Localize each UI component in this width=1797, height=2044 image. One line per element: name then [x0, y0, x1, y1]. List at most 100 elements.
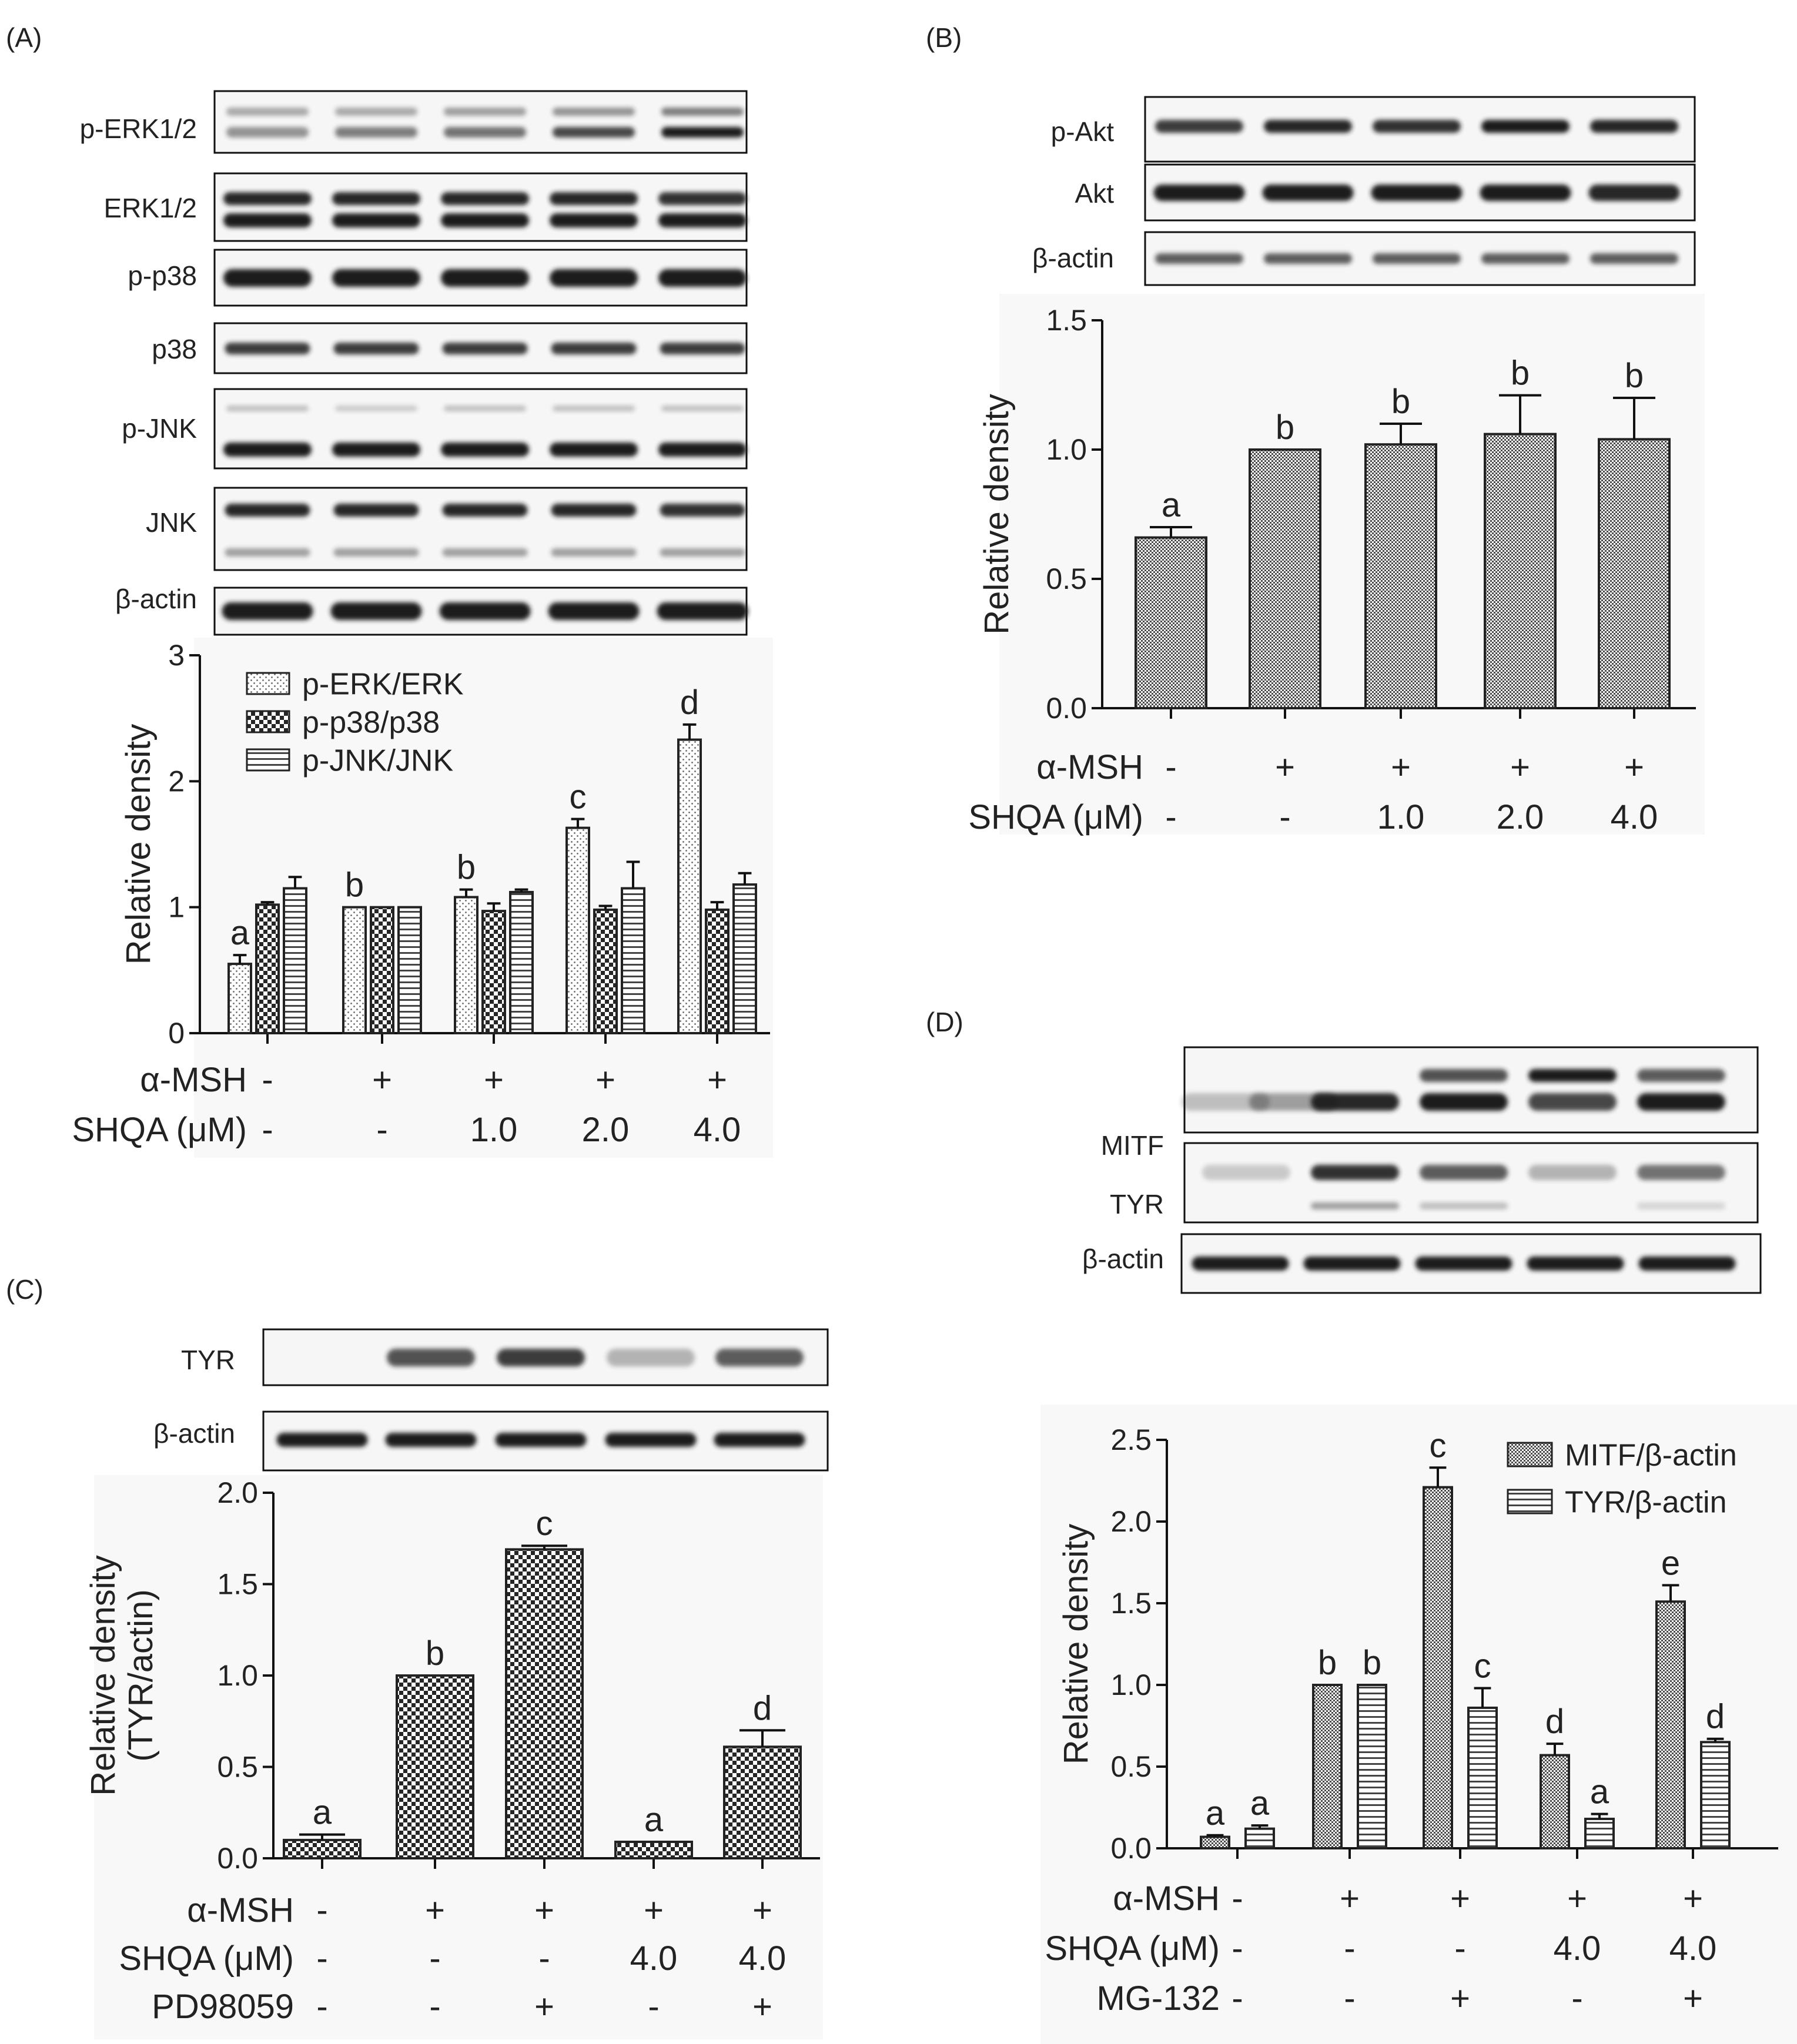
- condition-value: -: [316, 1939, 327, 1978]
- legend-swatch: [246, 710, 290, 733]
- p-erk-band-lower-lane-5: [661, 127, 744, 138]
- jnk-band-upper-lane-1: [225, 504, 310, 517]
- blot-label: TYR: [181, 1345, 235, 1375]
- beta-actin-band-a-lane-4: [548, 602, 640, 620]
- condition-value: 4.0: [739, 1939, 787, 1978]
- condition-value: -: [1454, 1929, 1465, 1968]
- condition-value: -: [1165, 798, 1176, 836]
- condition-value: -: [376, 1111, 387, 1149]
- p-erk-band-lower-lane-2: [335, 127, 417, 138]
- condition-value: +: [1340, 1879, 1360, 1918]
- tyr-band-c-lane-5: [715, 1349, 804, 1366]
- condition-value: 4.0: [1554, 1929, 1601, 1968]
- condition-value: +: [1450, 1979, 1470, 2018]
- panel-label-c: (C): [6, 1274, 43, 1305]
- condition-value: -: [538, 1939, 550, 1978]
- p-erk-band-upper-lane-5: [661, 108, 744, 116]
- mitf-band-upper-lane-3: [1420, 1069, 1508, 1082]
- condition-value: +: [595, 1061, 615, 1099]
- jnk-band-upper-lane-2: [333, 504, 419, 517]
- p-akt-band-lane-3: [1373, 120, 1461, 133]
- y-axis-label: Relative density: [978, 394, 1016, 634]
- p-jnk-band-upper-lane-2: [335, 406, 417, 411]
- beta-actin-band-c-lane-3: [495, 1433, 587, 1447]
- y-tick-label: 3: [168, 639, 185, 672]
- significance-letter: d: [1545, 1703, 1564, 1741]
- blot-box: [213, 172, 748, 242]
- p-p38-band-lane-5: [658, 269, 747, 287]
- mitf-band-lower-lane-6: [1637, 1093, 1725, 1111]
- erk-band-upper-lane-3: [441, 192, 529, 205]
- condition-value: +: [1510, 748, 1530, 786]
- p-p38-band-lane-1: [223, 269, 312, 287]
- condition-label: α-MSH: [1036, 748, 1143, 786]
- condition-label: SHQA (μM): [1045, 1929, 1220, 1968]
- p38-band-lane-1: [225, 343, 310, 354]
- blot-box: [213, 487, 748, 571]
- bar-p-p38-p38-5: [705, 908, 729, 1035]
- tyr-band-d-upper-lane-5: [1637, 1165, 1725, 1180]
- blot-label: β-actin: [115, 584, 197, 614]
- bar-tyr-actin-1: [283, 1838, 362, 1859]
- condition-value: +: [1683, 1879, 1703, 1918]
- panel-label-b: (B): [926, 22, 962, 53]
- y-tick-label: 2.5: [1110, 1423, 1152, 1456]
- mitf-band-lower-lane-3: [1311, 1093, 1399, 1111]
- condition-value: 4.0: [1611, 798, 1658, 836]
- bar-p-akt-akt-4: [1484, 433, 1557, 709]
- beta-actin-band-d-lane-4: [1527, 1256, 1624, 1271]
- p-jnk-band-lower-lane-3: [441, 443, 529, 457]
- beta-actin-band-d-lane-1: [1192, 1256, 1289, 1271]
- blot-label: β-actin: [1082, 1244, 1164, 1274]
- significance-letter: b: [1276, 408, 1294, 447]
- jnk-band-lower-lane-1: [225, 548, 310, 557]
- p-akt-band-lane-1: [1155, 120, 1243, 133]
- significance-letter: d: [753, 1689, 772, 1727]
- akt-band-lane-3: [1371, 185, 1463, 201]
- condition-value: +: [484, 1061, 504, 1099]
- y-tick-label: 1.0: [217, 1659, 258, 1692]
- panel-c: TYR β-actin 0.0 0.5 1.0 1.5 2.0 Relative densit…: [84, 1328, 829, 2039]
- p-erk-band-lower-lane-1: [226, 127, 309, 138]
- y-tick-label: 2.0: [1110, 1505, 1152, 1538]
- y-tick-label: 2.0: [217, 1476, 258, 1509]
- significance-letter: b: [345, 866, 364, 904]
- panel-a: p-ERK1/2 ERK1/2 p-p38 p38 p-JNK JNK β-actin 0 1 2…: [72, 90, 773, 1158]
- legend-swatch: [1507, 1489, 1553, 1514]
- blot-label: MITF: [1101, 1130, 1164, 1161]
- p-jnk-band-upper-lane-1: [226, 406, 309, 411]
- akt-band-lane-5: [1588, 185, 1680, 201]
- akt-band-lane-4: [1480, 185, 1571, 201]
- bar-p-p38-p38-2: [370, 906, 394, 1034]
- legend-label: p-ERK/ERK: [302, 668, 464, 702]
- erk-band-lower-lane-3: [441, 213, 529, 227]
- condition-value: +: [752, 1891, 772, 1929]
- bar-p-jnk-jnk-4: [621, 887, 645, 1035]
- jnk-band-lower-lane-3: [442, 548, 528, 557]
- erk-band-upper-lane-1: [223, 192, 312, 205]
- condition-value: 2.0: [582, 1111, 630, 1149]
- y-axis-label: Relative density: [1057, 1524, 1095, 1764]
- significance-letter: a: [1206, 1794, 1225, 1832]
- p38-band-lane-2: [333, 343, 419, 354]
- panel-b: p-Akt Akt β-actin 0.0 0.5 1.0 1.5 Relative dens…: [968, 96, 1705, 836]
- condition-value: -: [1344, 1979, 1355, 2018]
- condition-value: -: [429, 1988, 440, 2026]
- blot-label: Akt: [1075, 178, 1115, 209]
- bar-p-jnk-jnk-2: [397, 906, 422, 1034]
- blot-box: [1183, 1142, 1759, 1224]
- bar-p-erk-erk-5: [677, 738, 702, 1035]
- bar-p-jnk-jnk-1: [283, 887, 307, 1035]
- erk-band-upper-lane-4: [550, 192, 638, 205]
- y-tick-label: 1: [168, 891, 185, 924]
- significance-letter: d: [1706, 1698, 1725, 1736]
- erk-band-lower-lane-2: [332, 213, 420, 227]
- y-tick-label: 1.0: [1046, 433, 1087, 466]
- p-erk-band-lower-lane-4: [553, 127, 635, 138]
- p-p38-band-lane-4: [550, 269, 638, 287]
- significance-letter: b: [1391, 383, 1410, 421]
- tyr-band-d-upper-lane-2: [1311, 1165, 1399, 1180]
- y-tick-label: 1.5: [1110, 1587, 1152, 1620]
- y-tick-label: 0.5: [1046, 562, 1087, 595]
- panel-d: MITF TYR β-actin 0.0 0.5 1.0 1.5 2.0 2.5 Relative…: [1040, 1046, 1797, 2044]
